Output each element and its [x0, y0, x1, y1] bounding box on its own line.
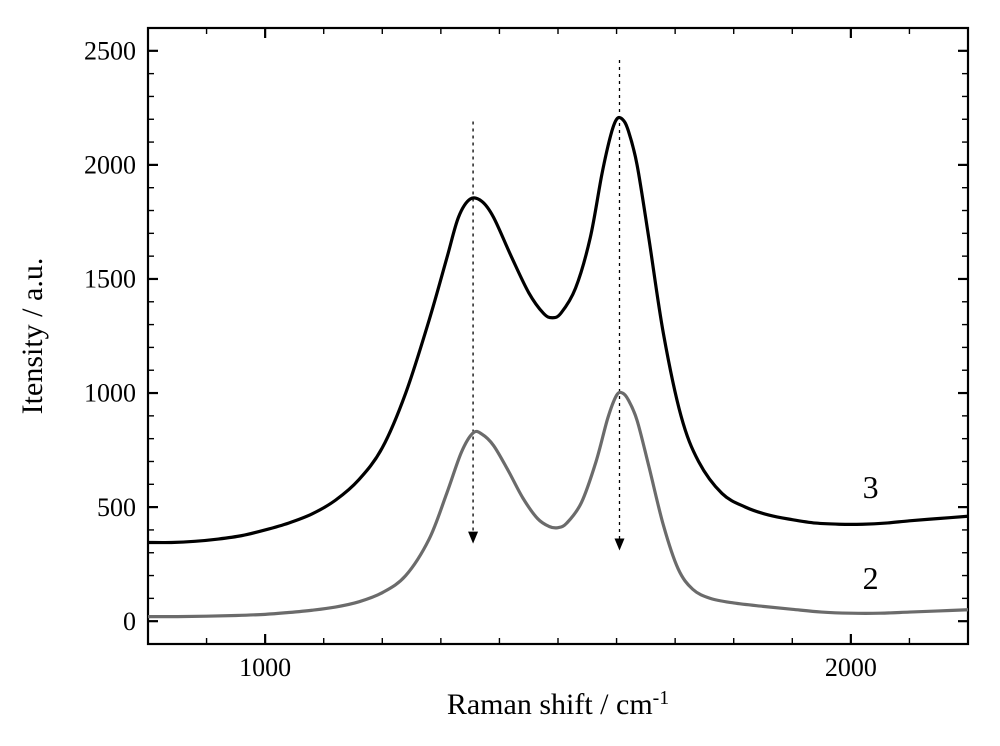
y-tick-label: 1500 [84, 265, 136, 294]
curve-2-label: 2 [863, 560, 879, 596]
curve-3-label: 3 [863, 469, 879, 505]
y-tick-label: 0 [123, 607, 136, 636]
x-tick-label: 2000 [825, 653, 877, 682]
chart-svg: 1000 2000 0 500 1000 1500 2000 2500 Raman shift … [0, 0, 1000, 746]
x-tick-label: 1000 [239, 653, 291, 682]
x-axis-label: Raman shift / cm-1 [447, 687, 669, 721]
y-tick-label: 2500 [84, 36, 136, 65]
y-tick-label: 2000 [84, 151, 136, 180]
raman-chart: 1000 2000 0 500 1000 1500 2000 2500 Raman shift … [0, 0, 1000, 746]
y-axis-label: Itensity / a.u. [16, 258, 49, 415]
y-tick-label: 500 [97, 493, 136, 522]
y-tick-label: 1000 [84, 379, 136, 408]
